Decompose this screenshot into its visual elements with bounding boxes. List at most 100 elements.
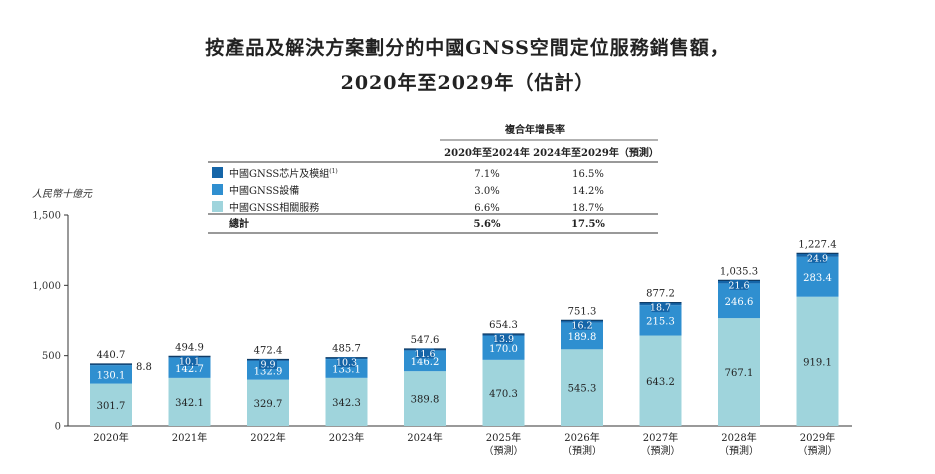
bar-label-services: 389.8 [411,395,440,406]
bar-label-equipment: 170.0 [489,344,518,355]
bar-label-services: 329.7 [254,399,283,410]
cagr-heading: 複合年增長率 [504,123,565,136]
bar-total-label: 440.7 [97,350,126,361]
bar-services [718,318,760,426]
legend-swatch [212,184,223,195]
x-tick-label: 2028年 [721,431,756,444]
legend-label: 中國GNSS芯片及模組(1) [229,167,338,180]
x-tick-sublabel: （預測） [798,444,838,457]
cagr-value-1: 6.6% [474,203,499,214]
chip-label-box [416,348,434,359]
cagr-value-1: 7.1% [474,169,499,180]
cagr-total-label: 總計 [229,217,249,230]
x-tick-label: 2025年 [486,431,521,444]
y-tick-label: 0 [55,422,61,433]
bar-label-services: 470.3 [489,389,518,400]
cagr-value-1: 3.0% [474,186,499,197]
bar-services [404,371,446,426]
bar-total-label: 751.3 [568,306,597,317]
legend-label: 中國GNSS相關服務 [229,201,319,214]
bar-services [90,383,132,426]
chip-label-box [337,357,356,368]
bar-label-services: 301.7 [97,401,126,412]
cagr-col1-header: 2020年至2024年 [444,146,530,159]
y-tick-label: 1,500 [32,211,61,222]
bar-label-chip: 9.9 [260,360,275,371]
bar-label-equipment: 189.8 [568,332,597,343]
x-tick-sublabel: （預測） [641,444,681,457]
page-title-line2: 2020年至2029年（估計） [340,72,595,94]
bar-total-label: 1,035.3 [720,266,758,277]
chip-label-box [573,319,591,330]
bar-services [168,377,211,426]
bar-label-equipment: 283.4 [803,273,832,284]
cagr-col2-header: 2024年至2029年（預測） [533,146,659,159]
bar-equipment [404,350,446,372]
bar-equipment [325,359,368,378]
x-tick-label: 2020年 [93,431,128,444]
bar-label-equipment: 246.6 [725,297,754,308]
x-tick-label: 2021年 [172,431,207,444]
bar-label-equipment: 142.7 [175,364,204,375]
bar-services [561,349,603,426]
bar-label-services: 919.1 [803,357,832,368]
legend-swatch [212,201,223,212]
bar-total-label: 877.2 [646,289,675,300]
y-tick-label: 500 [42,351,61,362]
cagr-value-2: 16.5% [572,169,604,180]
bar-label-equipment: 132.9 [254,366,283,377]
bar-total-label: 472.4 [254,346,283,357]
bar-services [482,359,525,426]
bar-label-equipment: 215.3 [646,316,675,327]
bar-label-chip: 24.9 [807,253,828,264]
bar-services [639,335,682,426]
chip-label-box [259,359,277,370]
x-tick-label: 2029年 [800,431,835,444]
bar-label-services: 545.3 [568,384,597,395]
bar-label-equipment: 133.1 [332,364,361,375]
bar-equipment [247,360,289,380]
bar-label-chip: 8.8 [136,362,152,373]
x-tick-sublabel: （預測） [484,444,524,457]
x-tick-label: 2026年 [564,431,599,444]
bar-services [796,296,839,426]
bar-label-services: 342.1 [175,398,204,409]
x-tick-label: 2027年 [643,431,678,444]
bar-label-services: 643.2 [646,377,675,388]
legend-label: 中國GNSS設備 [229,184,299,197]
page-title-line1: 按產品及解決方案劃分的中國GNSS空間定位服務銷售額， [205,37,730,59]
bar-total-label: 1,227.4 [798,239,836,250]
chip-label-box [808,252,827,263]
x-tick-label: 2024年 [407,431,442,444]
cagr-total-2: 17.5% [571,219,605,230]
bar-total-label: 485.7 [332,344,361,355]
bar-label-chip: 10.1 [179,356,200,367]
x-tick-sublabel: （預測） [719,444,759,457]
footnote-marker: (1) [329,168,338,175]
bar-equipment [90,365,132,384]
bar-label-chip: 18.7 [650,303,671,314]
bar-label-services: 342.3 [332,398,361,409]
cagr-value-2: 14.2% [572,186,604,197]
bar-label-equipment: 146.2 [411,357,440,368]
bar-services [325,377,368,426]
bar-total-label: 654.3 [489,320,518,331]
chip-label-box [651,302,670,313]
x-tick-label: 2023年 [329,431,364,444]
bar-services [247,379,289,426]
y-axis-label: 人民幣十億元 [32,188,93,200]
legend-swatch [212,167,223,178]
bar-total-label: 547.6 [411,335,440,346]
cagr-total-1: 5.6% [474,219,501,230]
bar-label-chip: 13.9 [493,334,514,345]
x-tick-sublabel: （預測） [562,444,602,457]
bar-label-services: 767.1 [725,368,754,379]
chip-label-box [730,279,748,290]
bar-label-chip: 10.3 [336,358,357,369]
bar-label-chip: 21.6 [728,280,749,291]
x-tick-label: 2022年 [250,431,285,444]
bar-label-chip: 11.6 [414,349,435,360]
cagr-value-2: 18.7% [572,203,604,214]
bar-equipment [168,357,211,378]
